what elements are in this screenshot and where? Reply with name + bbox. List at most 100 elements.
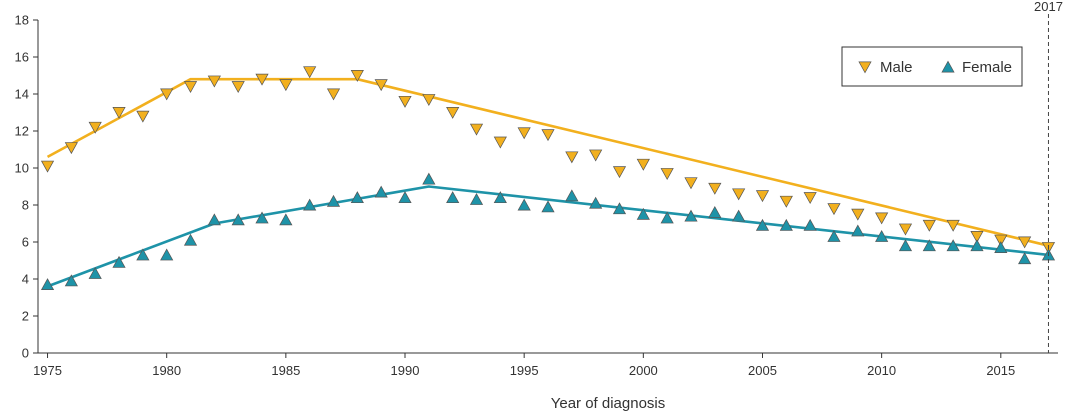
marker-female xyxy=(112,255,126,268)
marker-female xyxy=(922,239,936,252)
legend-label-male: Male xyxy=(880,59,913,76)
marker-male xyxy=(350,70,364,82)
x-tick-label: 2015 xyxy=(986,363,1015,378)
marker-female xyxy=(827,230,841,242)
marker-female xyxy=(589,196,603,209)
y-tick-label: 10 xyxy=(15,161,29,176)
marker-female xyxy=(898,239,913,252)
marker-male xyxy=(88,121,102,134)
marker-male xyxy=(708,182,722,195)
marker-male xyxy=(612,166,627,179)
axes: 0 2 4 6 8 10 12 14 16 18 1975 1980 1985 1990 1995 2000 2… xyxy=(15,13,1058,378)
y-tick-label: 18 xyxy=(15,13,29,28)
marker-male xyxy=(231,81,245,94)
marker-female xyxy=(636,207,650,220)
marker-female xyxy=(541,200,555,213)
marker-male xyxy=(1018,236,1032,249)
marker-female xyxy=(64,274,78,287)
marker-male xyxy=(779,195,793,208)
y-tick-label: 16 xyxy=(15,50,29,65)
marker-male xyxy=(183,81,198,94)
x-tick-label: 1985 xyxy=(271,363,300,378)
marker-male xyxy=(446,107,460,119)
marker-female xyxy=(422,172,436,185)
marker-male xyxy=(374,79,388,92)
marker-male xyxy=(732,188,746,201)
marker-male xyxy=(660,168,674,180)
marker-female xyxy=(565,189,579,202)
marker-female xyxy=(1018,252,1032,265)
marker-female xyxy=(970,239,984,252)
marker-female xyxy=(612,202,627,215)
marker-female xyxy=(684,209,698,222)
x-tick-label: 2005 xyxy=(748,363,777,378)
marker-male xyxy=(112,107,126,119)
marker-male xyxy=(279,79,293,92)
reference-line-group: 2017 xyxy=(1034,0,1063,353)
x-tick-label: 1975 xyxy=(33,363,62,378)
trend-line-male xyxy=(46,77,1049,247)
x-tick-label: 2000 xyxy=(629,363,658,378)
marker-male xyxy=(207,75,221,88)
marker-male xyxy=(589,149,603,162)
marker-female xyxy=(803,218,817,231)
marker-female xyxy=(994,241,1008,253)
marker-male xyxy=(922,219,936,232)
y-tick-label: 4 xyxy=(22,272,29,287)
marker-female xyxy=(255,211,269,224)
marker-female xyxy=(231,213,245,226)
x-tick-label: 1990 xyxy=(391,363,420,378)
x-tick-label: 1995 xyxy=(510,363,539,378)
marker-male xyxy=(851,208,865,221)
marker-male xyxy=(946,219,960,232)
marker-female xyxy=(303,198,317,211)
marker-male xyxy=(64,142,78,155)
y-tick-label: 12 xyxy=(15,124,29,139)
legend-marker-male xyxy=(858,61,872,74)
marker-male xyxy=(469,123,484,136)
y-tick-label: 6 xyxy=(22,235,29,250)
marker-female xyxy=(946,239,960,252)
marker-female xyxy=(160,248,174,261)
marker-female xyxy=(350,191,364,204)
marker-female xyxy=(398,191,412,204)
trend-lines xyxy=(46,77,1049,288)
marker-female xyxy=(183,233,198,246)
marker-male xyxy=(255,73,269,86)
y-tick-label: 0 xyxy=(22,346,29,361)
marker-male xyxy=(493,136,507,149)
marker-male xyxy=(40,160,55,173)
marker-female xyxy=(755,218,770,231)
x-tick-label: 2010 xyxy=(867,363,896,378)
marker-male xyxy=(303,66,317,79)
reference-line-label: 2017 xyxy=(1034,0,1063,14)
marker-female xyxy=(732,209,746,222)
x-tick-label: 1980 xyxy=(152,363,181,378)
marker-male xyxy=(136,110,150,123)
marker-female xyxy=(708,205,722,218)
y-tick-label: 14 xyxy=(15,87,29,102)
marker-male xyxy=(755,190,770,203)
marker-female xyxy=(493,191,507,204)
marker-male xyxy=(326,88,341,101)
data-markers xyxy=(40,66,1056,290)
marker-male xyxy=(970,231,984,243)
legend-marker-female xyxy=(941,60,955,73)
marker-male xyxy=(517,127,531,140)
marker-male xyxy=(398,95,412,108)
x-axis-title: Year of diagnosis xyxy=(551,395,666,412)
marker-male xyxy=(803,192,817,205)
marker-female xyxy=(779,218,793,231)
marker-male xyxy=(898,223,913,236)
marker-male xyxy=(875,212,889,225)
marker-male xyxy=(636,158,650,171)
marker-female xyxy=(374,185,388,198)
marker-female xyxy=(446,191,460,204)
marker-male xyxy=(541,129,555,142)
marker-female xyxy=(207,213,221,226)
marker-female xyxy=(875,230,889,242)
legend: Male Female xyxy=(841,46,1023,87)
marker-male xyxy=(160,88,174,101)
marker-male xyxy=(827,203,841,216)
